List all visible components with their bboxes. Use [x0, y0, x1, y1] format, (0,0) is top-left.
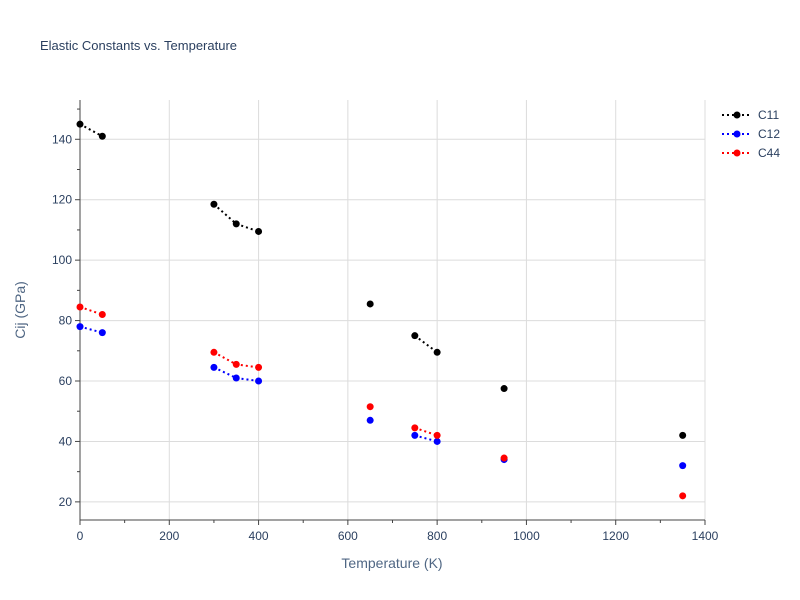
legend-label: C44	[758, 146, 780, 160]
data-point	[500, 454, 508, 462]
y-tick-label: 80	[59, 314, 73, 328]
x-tick-label: 0	[77, 529, 84, 543]
x-tick-label: 1000	[513, 529, 540, 543]
series-line	[414, 334, 438, 354]
gridlines	[80, 100, 706, 520]
data-point	[255, 377, 263, 385]
data-point	[210, 200, 218, 208]
y-tick-label: 40	[59, 434, 73, 448]
series-line	[414, 434, 438, 443]
data-point	[98, 329, 106, 337]
x-tick-label: 1200	[602, 529, 629, 543]
chart-title: Elastic Constants vs. Temperature	[40, 38, 237, 53]
data-point	[210, 348, 218, 356]
axes: 0 200 400 600 800 1000 1200 1400 20 40 60 80 100 120 1…	[52, 100, 719, 543]
data-point	[679, 462, 687, 470]
data-point	[679, 492, 687, 500]
series-c44	[76, 303, 687, 500]
x-axis-title: Temperature (K)	[341, 555, 442, 571]
x-tick-label: 800	[427, 529, 447, 543]
data-point	[433, 431, 441, 439]
data-point	[232, 360, 240, 368]
y-tick-label: 20	[59, 495, 73, 509]
legend-item-c12: C12	[722, 127, 780, 141]
legend-label: C11	[758, 108, 779, 122]
data-point	[366, 416, 374, 424]
legend-marker	[733, 111, 741, 119]
data-point	[76, 323, 84, 331]
data-point	[500, 385, 508, 393]
data-point	[98, 132, 106, 140]
data-point	[255, 227, 263, 235]
series-line	[79, 123, 103, 138]
data-point	[76, 303, 84, 311]
y-tick-label: 100	[52, 253, 72, 267]
series-line	[213, 203, 259, 233]
legend-label: C12	[758, 127, 780, 141]
y-tick-label: 140	[52, 132, 72, 146]
y-tick-label: 60	[59, 374, 73, 388]
data-point	[433, 348, 441, 356]
series-c12	[76, 323, 687, 470]
data-point	[433, 437, 441, 445]
series-line	[79, 306, 103, 316]
data-point	[76, 120, 84, 128]
legend-item-c44: C44	[722, 146, 780, 160]
data-point	[411, 431, 419, 439]
y-axis-title: Cij (GPa)	[12, 281, 28, 339]
data-point	[366, 300, 374, 308]
series-c11	[76, 120, 687, 439]
data-point	[210, 363, 218, 371]
data-point	[366, 403, 374, 411]
x-tick-label: 200	[159, 529, 179, 543]
data-point	[411, 332, 419, 340]
legend-marker	[733, 130, 741, 138]
x-tick-label: 1400	[692, 529, 719, 543]
y-tick-label: 120	[52, 193, 72, 207]
series-layer	[76, 120, 687, 500]
legend: C11 C12 C44	[722, 108, 780, 160]
x-tick-label: 400	[249, 529, 269, 543]
data-point	[255, 363, 263, 371]
data-point	[98, 311, 106, 319]
legend-marker	[733, 149, 741, 157]
legend-item-c11: C11	[722, 108, 779, 122]
x-tick-label: 600	[338, 529, 358, 543]
data-point	[679, 431, 687, 439]
data-point	[232, 220, 240, 228]
series-line	[414, 426, 438, 437]
series-line	[79, 325, 103, 334]
data-point	[232, 374, 240, 382]
data-point	[411, 424, 419, 432]
